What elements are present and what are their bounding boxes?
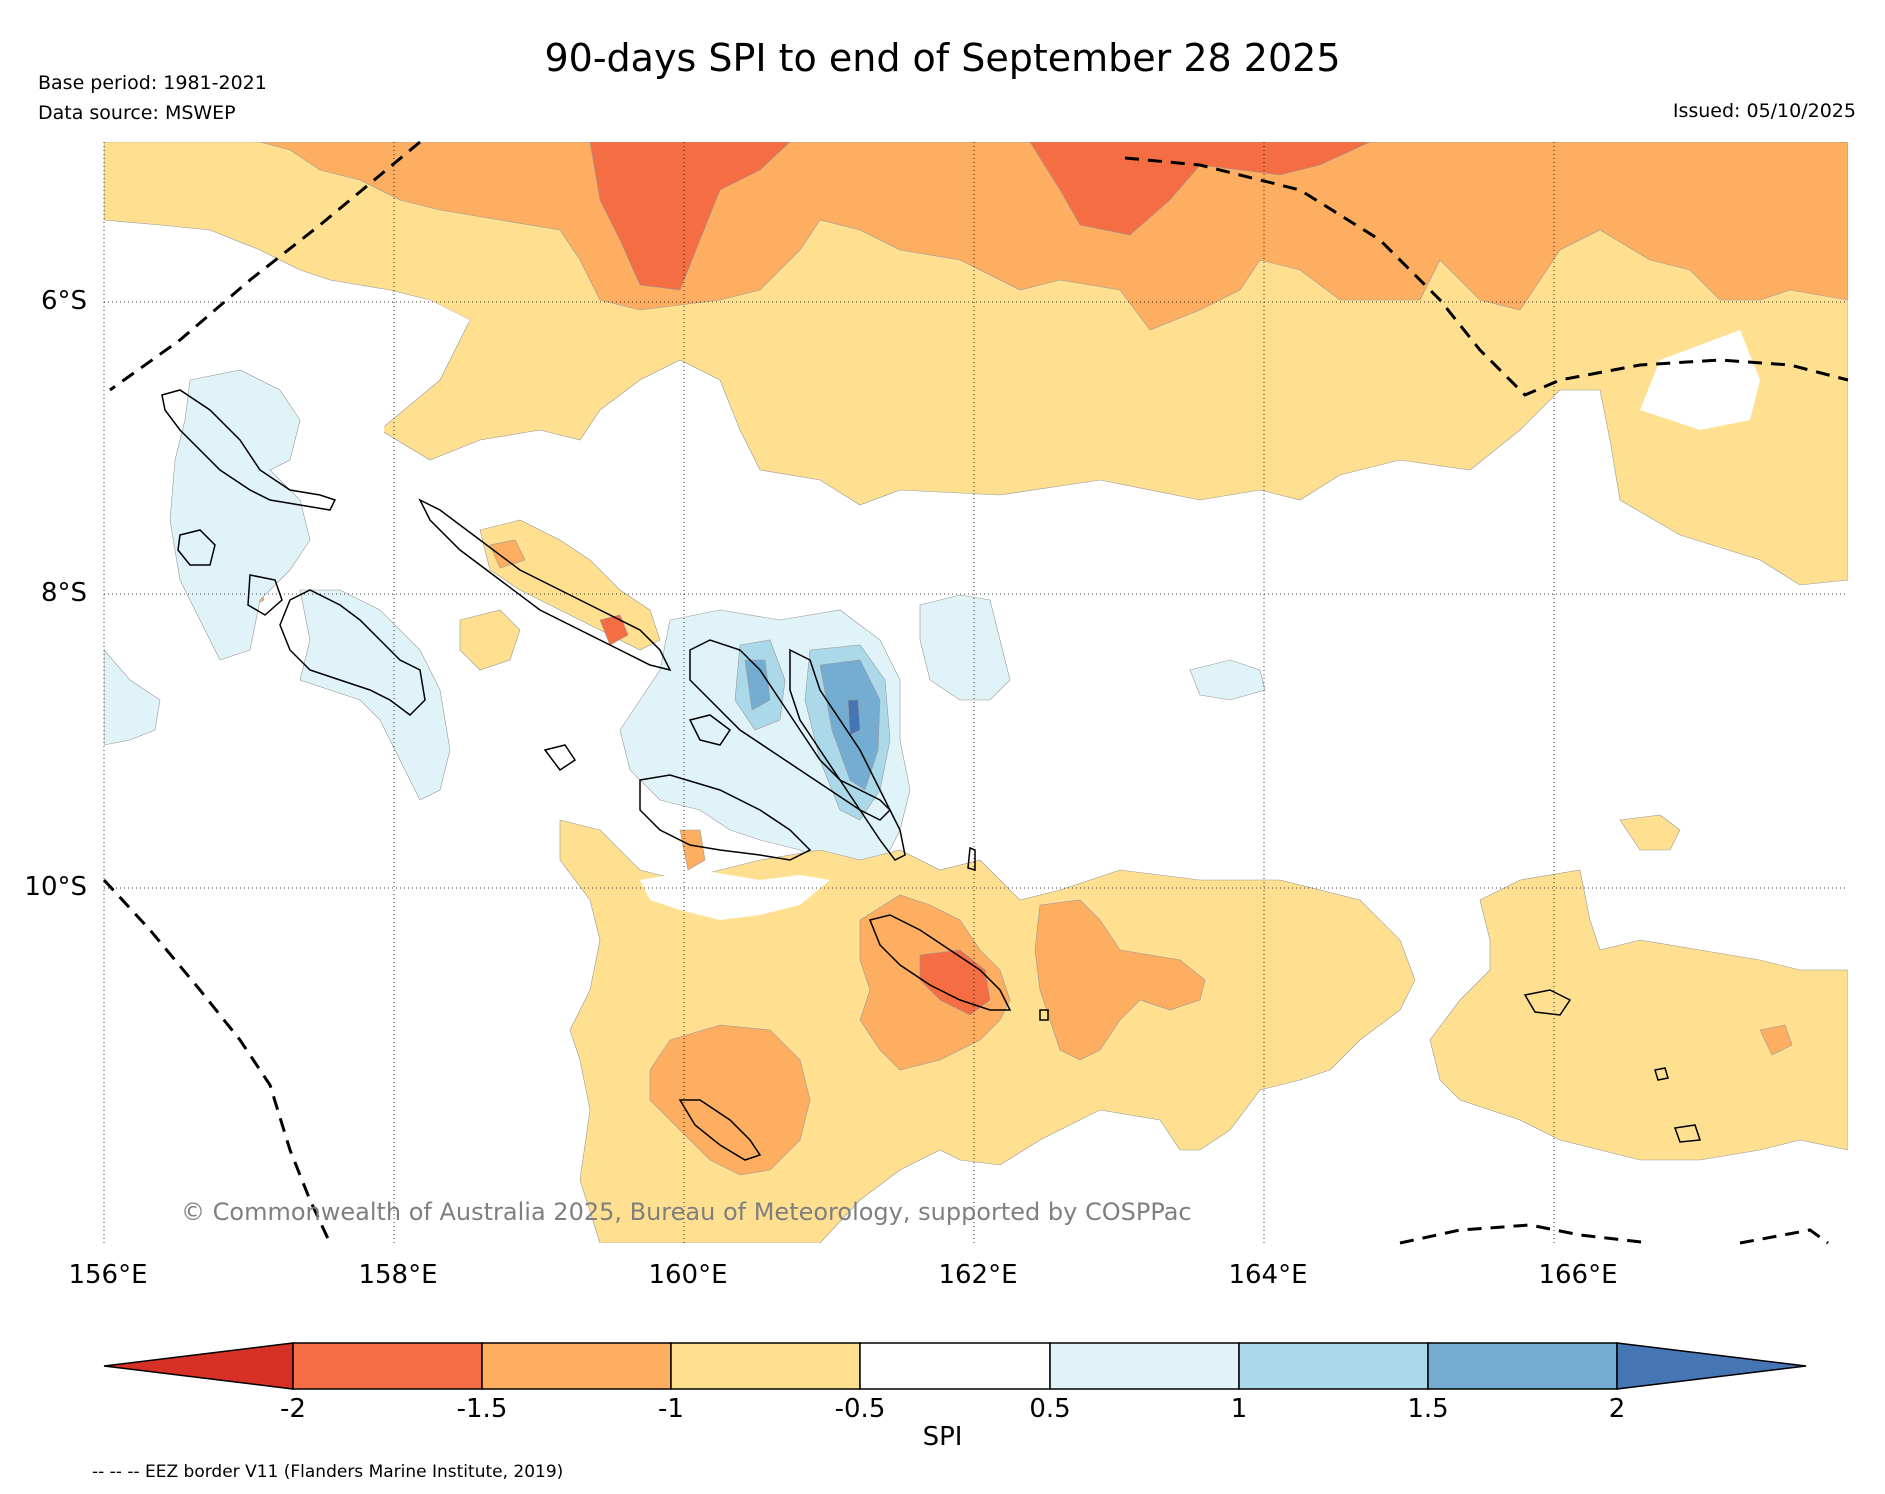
island-small-4 <box>1039 1009 1049 1021</box>
wet-region-east <box>919 594 1011 701</box>
colorbar-tick: -1.5 <box>456 1394 508 1424</box>
island-bougainville <box>161 389 337 511</box>
island-florida <box>688 714 732 746</box>
colorbar-bin-1 <box>292 1342 483 1390</box>
lon-label-156e: 156°E <box>68 1260 148 1290</box>
lat-label-8s: 8°S <box>40 578 87 608</box>
copyright-notice: © Commonwealth of Australia 2025, Bureau… <box>181 1198 1192 1226</box>
eez-border-sw <box>102 878 332 1244</box>
island-vella <box>247 574 283 616</box>
colorbar-tick: 1.5 <box>1407 1394 1449 1424</box>
colorbar-tick: 2 <box>1608 1394 1626 1424</box>
island-makira <box>868 914 1012 1011</box>
colorbar-bin-4 <box>859 1342 1051 1390</box>
dry-blob-2 <box>489 539 526 569</box>
wet-region-edge <box>104 649 161 746</box>
island-small-2 <box>1673 1124 1702 1143</box>
colorbar-tick: -1 <box>658 1394 684 1424</box>
colorbar-tick: -2 <box>280 1394 306 1424</box>
wet-1-5-patch-2 <box>744 659 771 711</box>
dry-blob-south-east <box>1759 1024 1793 1056</box>
colorbar-bin-3 <box>670 1342 861 1390</box>
island-small-1 <box>1654 1067 1669 1081</box>
eez-legend-note: -- -- -- EEZ border V11 (Flanders Marine… <box>92 1462 564 1482</box>
lon-label-160e: 160°E <box>648 1260 728 1290</box>
island-new-georgia <box>279 589 426 716</box>
colorbar-tick: 1 <box>1230 1394 1248 1424</box>
lon-label-166e: 166°E <box>1538 1260 1618 1290</box>
island-malaita <box>789 648 906 861</box>
colorbar-bin-7 <box>1427 1342 1618 1390</box>
colorbar-bin-5 <box>1049 1342 1240 1390</box>
spi-field <box>104 142 1848 1243</box>
eez-borders <box>102 140 1849 1245</box>
eez-border-se-2 <box>1739 1228 1829 1245</box>
dry-region-south-orange-3 <box>649 1024 811 1176</box>
dry-region-south-east-2 <box>1619 814 1681 851</box>
island-choiseul <box>418 498 672 672</box>
wet-region-west-2 <box>299 589 451 801</box>
lon-label-158e: 158°E <box>358 1260 438 1290</box>
wet-region-east-2 <box>1189 659 1266 701</box>
map-title: 90-days SPI to end of September 28 2025 <box>544 36 1341 80</box>
normal-gap-1 <box>104 225 470 470</box>
dry-blob-south-small <box>679 829 706 871</box>
wet-2-patch <box>847 699 861 736</box>
colorbar-label: SPI <box>922 1422 963 1452</box>
colorbar-bin-6 <box>1238 1342 1429 1390</box>
island-santa-cruz <box>1523 989 1572 1016</box>
colorbar <box>103 1342 1807 1390</box>
island-shortland <box>177 529 216 566</box>
very-dry-patch-1 <box>589 142 791 291</box>
colorbar-tick: -0.5 <box>834 1394 886 1424</box>
data-source: Data source: MSWEP <box>38 102 236 124</box>
lat-label-10s: 10°S <box>24 872 87 902</box>
colorbar-extend-low <box>103 1342 294 1390</box>
colorbar-tick: 0.5 <box>1029 1394 1071 1424</box>
lon-label-164e: 164°E <box>1228 1260 1308 1290</box>
island-rennell <box>678 1099 762 1161</box>
lat-label-6s: 6°S <box>40 286 87 316</box>
normal-gap-south <box>640 870 830 920</box>
coastlines <box>161 389 1702 1161</box>
island-small-3 <box>967 846 976 871</box>
dry-region-south-east <box>1429 869 1848 1161</box>
dry-blob-3 <box>459 609 521 671</box>
issued-date: Issued: 05/10/2025 <box>1672 100 1856 122</box>
eez-border-ne <box>1124 156 1849 397</box>
base-period: Base period: 1981-2021 <box>38 72 267 94</box>
island-isabel <box>689 639 892 821</box>
normal-gap-2 <box>1640 330 1760 430</box>
wet-region-west <box>169 369 311 661</box>
colorbar-extend-high <box>1616 1342 1807 1390</box>
very-dry-patch-south <box>919 949 991 1016</box>
eez-border-nw <box>109 140 421 392</box>
island-small-5 <box>543 744 577 772</box>
graticule <box>103 142 1848 1243</box>
island-guadalcanal <box>639 774 812 861</box>
colorbar-bin-2 <box>481 1342 672 1390</box>
lon-label-162e: 162°E <box>938 1260 1018 1290</box>
